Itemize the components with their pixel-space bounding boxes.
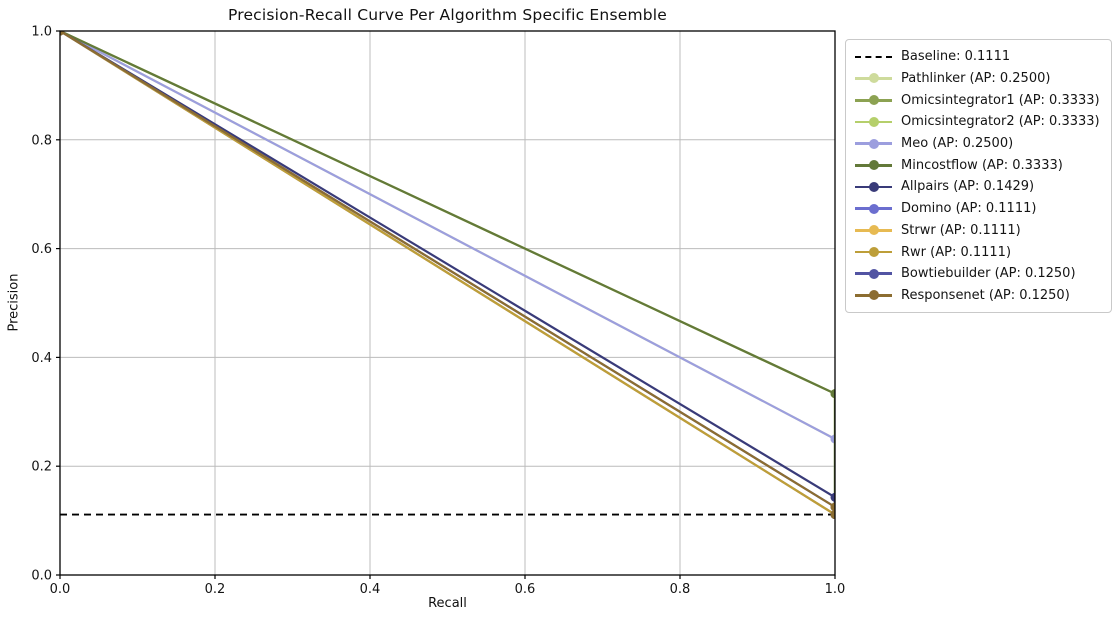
legend-label: Omicsintegrator2 (AP: 0.3333) bbox=[901, 114, 1100, 130]
legend-marker-dot bbox=[868, 268, 879, 279]
legend-label: Omicsintegrator1 (AP: 0.3333) bbox=[901, 92, 1100, 108]
legend-item-omicsintegrator2: Omicsintegrator2 (AP: 0.3333) bbox=[855, 111, 1100, 133]
x-tick-label: 0.6 bbox=[515, 582, 536, 597]
series-line-mincostflow bbox=[60, 31, 835, 515]
legend-line-sample bbox=[855, 116, 892, 127]
y-tick-label: 1.0 bbox=[31, 25, 52, 40]
series-line-meo bbox=[60, 31, 835, 515]
legend-line-sample bbox=[855, 95, 892, 106]
series-marker-meo bbox=[830, 434, 835, 444]
x-tick-label: 0.4 bbox=[360, 582, 381, 597]
series-marker-mincostflow bbox=[830, 389, 835, 399]
legend-dashed-line-sample bbox=[855, 55, 892, 58]
legend-item-allpairs: Allpairs (AP: 0.1429) bbox=[855, 176, 1100, 198]
legend-marker-dot bbox=[868, 116, 879, 127]
legend-item-rwr: Rwr (AP: 0.1111) bbox=[855, 241, 1100, 263]
legend-item-baseline: Baseline: 0.1111 bbox=[855, 46, 1100, 68]
legend-marker-dot bbox=[868, 138, 879, 149]
y-tick-label: 0.4 bbox=[31, 351, 52, 366]
chart-title: Precision-Recall Curve Per Algorithm Spe… bbox=[227, 6, 668, 24]
legend: Baseline: 0.1111 Pathlinker (AP: 0.2500) O… bbox=[845, 39, 1112, 314]
x-tick-label: 1.0 bbox=[825, 582, 846, 597]
legend-marker-dot bbox=[868, 203, 879, 214]
legend-label: Bowtiebuilder (AP: 0.1250) bbox=[901, 266, 1076, 282]
x-axis-label: Recall bbox=[428, 596, 467, 611]
legend-label: Responsenet (AP: 0.1250) bbox=[901, 287, 1070, 303]
legend-line-sample bbox=[855, 268, 892, 279]
legend-item-pathlinker: Pathlinker (AP: 0.2500) bbox=[855, 68, 1100, 90]
y-tick-label: 0.0 bbox=[31, 569, 52, 584]
legend-marker-dot bbox=[868, 225, 879, 236]
legend-item-bowtiebuilder: Bowtiebuilder (AP: 0.1250) bbox=[855, 263, 1100, 285]
y-axis-label: Precision bbox=[6, 273, 22, 332]
legend-marker-dot bbox=[868, 73, 879, 84]
x-tick-label: 0.0 bbox=[50, 582, 71, 597]
legend-line-sample bbox=[855, 246, 892, 257]
legend-label: Strwr (AP: 0.1111) bbox=[901, 222, 1021, 238]
legend-line-sample bbox=[855, 290, 892, 301]
series-line-responsenet bbox=[60, 31, 835, 515]
legend-label: Allpairs (AP: 0.1429) bbox=[901, 179, 1035, 195]
y-tick-label: 0.8 bbox=[31, 133, 52, 148]
legend-marker-dot bbox=[868, 181, 879, 192]
axes-box bbox=[59, 30, 836, 576]
series-line-allpairs bbox=[60, 31, 835, 515]
legend-line-sample bbox=[855, 73, 892, 84]
legend-marker-dot bbox=[868, 95, 879, 106]
legend-line-sample bbox=[855, 160, 892, 171]
legend-label: Baseline: 0.1111 bbox=[901, 49, 1011, 65]
legend-item-responsenet: Responsenet (AP: 0.1250) bbox=[855, 285, 1100, 307]
legend-marker-dot bbox=[868, 160, 879, 171]
legend-label: Meo (AP: 0.2500) bbox=[901, 136, 1014, 152]
series-marker-responsenet bbox=[830, 502, 835, 512]
series-marker-responsenet bbox=[830, 510, 835, 520]
legend-label: Pathlinker (AP: 0.2500) bbox=[901, 71, 1051, 87]
legend-marker-dot bbox=[868, 290, 879, 301]
legend-item-domino: Domino (AP: 0.1111) bbox=[855, 198, 1100, 220]
legend-item-mincostflow: Mincostflow (AP: 0.3333) bbox=[855, 154, 1100, 176]
legend-marker-dot bbox=[868, 246, 879, 257]
legend-item-omicsintegrator1: Omicsintegrator1 (AP: 0.3333) bbox=[855, 89, 1100, 111]
legend-line-sample bbox=[855, 181, 892, 192]
legend-label: Domino (AP: 0.1111) bbox=[901, 201, 1037, 217]
legend-item-strwr: Strwr (AP: 0.1111) bbox=[855, 220, 1100, 242]
y-tick-label: 0.6 bbox=[31, 242, 52, 257]
legend-item-meo: Meo (AP: 0.2500) bbox=[855, 133, 1100, 155]
legend-line-sample bbox=[855, 203, 892, 214]
legend-line-sample bbox=[855, 225, 892, 236]
y-tick-label: 0.2 bbox=[31, 460, 52, 475]
legend-label: Mincostflow (AP: 0.3333) bbox=[901, 157, 1063, 173]
series-marker-allpairs bbox=[830, 492, 835, 502]
legend-label: Rwr (AP: 0.1111) bbox=[901, 244, 1012, 260]
x-tick-label: 0.8 bbox=[670, 582, 691, 597]
x-tick-label: 0.2 bbox=[205, 582, 226, 597]
legend-line-sample bbox=[855, 138, 892, 149]
series-marker-responsenet bbox=[60, 31, 65, 36]
